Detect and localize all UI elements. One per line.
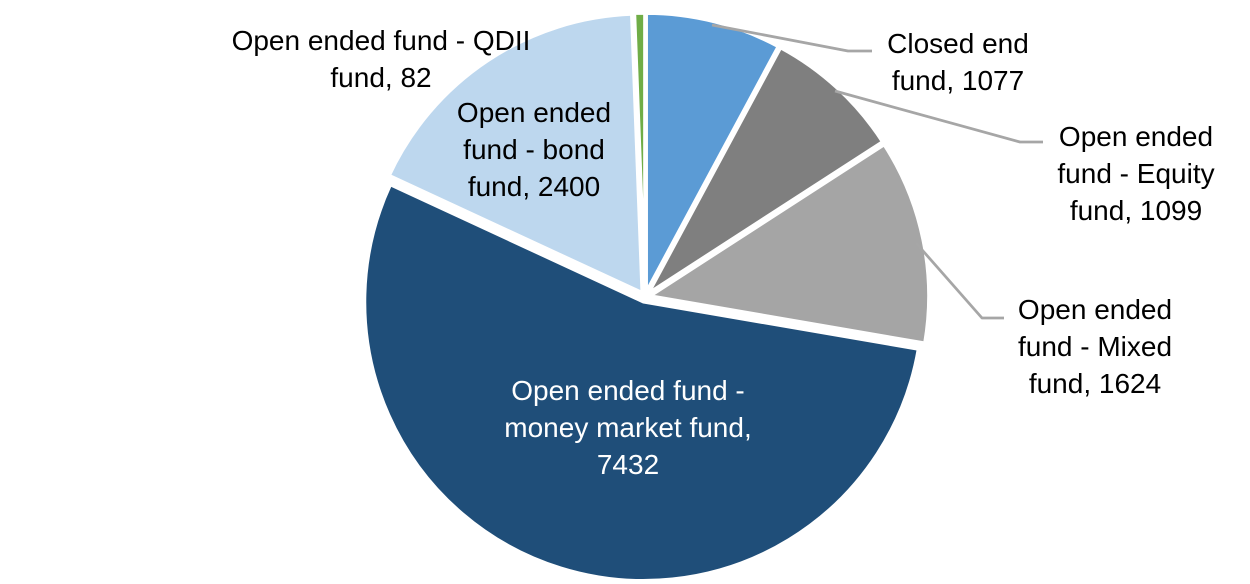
slice-label-line: fund - bond: [463, 134, 605, 165]
pie-slice-open-ended-fund-qdii-fund: [632, 11, 647, 294]
leader-line-open-ended-fund-equity-fund: [834, 89, 1043, 144]
leader-line-closed-end-fund: [711, 23, 872, 53]
pie-slices-group: [362, 11, 931, 583]
pie-slice-open-ended-fund-money-market-fund: [362, 182, 921, 583]
leader-lines-group: [711, 23, 1043, 320]
slice-label-line: fund, 82: [330, 62, 432, 93]
slice-label-line: fund - Mixed: [1017, 331, 1173, 362]
slice-label-open-ended-fund-mixed-fund: Open ended fund - Mixed fund, 1624: [1018, 291, 1172, 402]
slice-label-open-ended-fund-qdii-fund: Open ended fund - QDII fund, 82: [232, 22, 531, 96]
slice-label-open-ended-fund-money-market-fund: Open ended fund - money market fund, 7432: [504, 372, 751, 483]
slice-label-line: 7432: [596, 449, 660, 480]
slice-label-line: Open ended: [1017, 294, 1173, 325]
slice-label-line: Open ended fund - QDII: [231, 25, 531, 56]
slice-label-closed-end-fund: Closed end fund, 1077: [887, 25, 1029, 99]
slice-label-line: fund, 1624: [1028, 368, 1162, 399]
pie-slice-open-ended-fund-equity-fund: [646, 45, 885, 296]
slice-label-open-ended-fund-bond-fund: Open ended fund - bond fund, 2400: [457, 94, 611, 205]
slice-label-line: fund, 1077: [891, 65, 1025, 96]
slice-label-line: Open ended: [456, 97, 612, 128]
slice-label-line: fund, 2400: [467, 171, 601, 202]
slice-label-line: fund - Equity: [1057, 158, 1215, 189]
slice-label-line: Open ended: [1058, 121, 1214, 152]
leader-line-open-ended-fund-mixed-fund: [914, 242, 1004, 320]
pie-slice-open-ended-fund-mixed-fund: [648, 142, 931, 346]
slice-label-line: Closed end: [887, 28, 1029, 59]
slice-label-line: fund, 1099: [1069, 195, 1203, 226]
slice-label-line: money market fund,: [504, 412, 752, 443]
pie-slice-open-ended-fund-bond-fund: [387, 12, 644, 295]
pie-slice-closed-end-fund: [644, 11, 781, 294]
slice-label-open-ended-fund-equity-fund: Open ended fund - Equity fund, 1099: [1057, 118, 1214, 229]
slice-label-line: Open ended fund -: [511, 375, 745, 406]
